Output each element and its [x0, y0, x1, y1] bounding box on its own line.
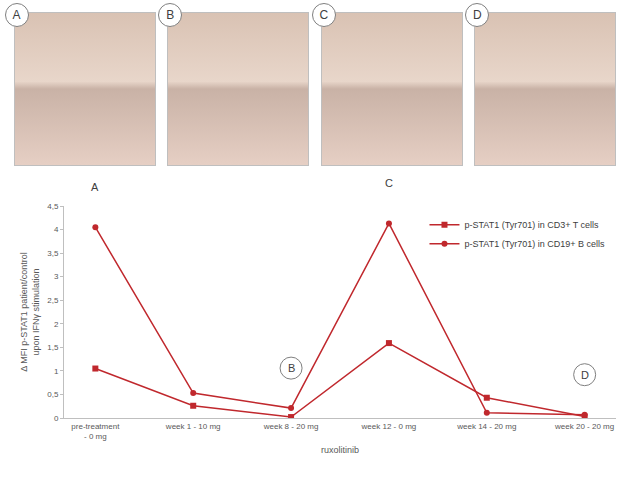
- svg-text:p-STAT1 (Tyr701) in CD19+ B ce: p-STAT1 (Tyr701) in CD19+ B cells: [464, 239, 604, 249]
- svg-text:3,5: 3,5: [47, 249, 59, 258]
- svg-text:0,5: 0,5: [47, 390, 59, 399]
- svg-text:Δ MFI p-STAT1 patient/controlu: Δ MFI p-STAT1 patient/controlupon IFNγ s…: [19, 252, 41, 372]
- svg-text:D: D: [581, 369, 589, 381]
- svg-text:week 12 - 0 mg: week 12 - 0 mg: [361, 422, 417, 431]
- svg-text:B: B: [288, 362, 295, 374]
- svg-text:2,5: 2,5: [47, 296, 59, 305]
- svg-text:3: 3: [54, 272, 59, 281]
- svg-text:pre-treatment- 0 mg: pre-treatment- 0 mg: [71, 422, 120, 441]
- svg-text:p-STAT1 (Tyr701) in CD3+ T cel: p-STAT1 (Tyr701) in CD3+ T cells: [464, 220, 599, 230]
- svg-text:ruxolitinib: ruxolitinib: [321, 445, 359, 455]
- svg-text:A: A: [91, 181, 99, 193]
- svg-text:C: C: [385, 177, 393, 189]
- svg-text:0: 0: [54, 414, 59, 423]
- svg-text:week 20 - 20 mg: week 20 - 20 mg: [554, 422, 614, 431]
- svg-text:1: 1: [54, 367, 59, 376]
- svg-text:week 1 - 10 mg: week 1 - 10 mg: [165, 422, 221, 431]
- svg-text:week 14 - 20 mg: week 14 - 20 mg: [456, 422, 516, 431]
- svg-text:4: 4: [54, 225, 59, 234]
- html-text:A: A: [12, 8, 21, 22]
- html-text:B: B: [166, 8, 175, 22]
- html-text:D: D: [473, 8, 482, 22]
- html-text:C: C: [319, 8, 329, 22]
- svg-text:week 8 - 20 mg: week 8 - 20 mg: [263, 422, 319, 431]
- svg-text:4,5: 4,5: [47, 202, 59, 211]
- svg-text:1,5: 1,5: [47, 343, 59, 352]
- svg-text:2: 2: [54, 320, 59, 329]
